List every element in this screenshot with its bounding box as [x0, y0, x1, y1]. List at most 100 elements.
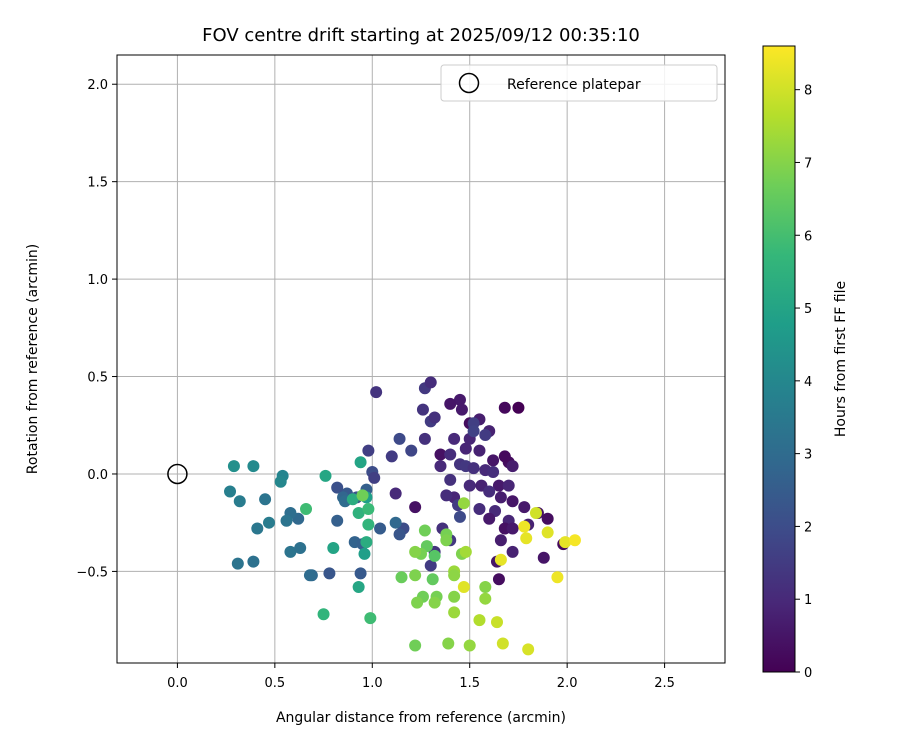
x-axis-title: Angular distance from reference (arcmin) — [276, 710, 566, 726]
scatter-point — [362, 503, 375, 516]
scatter-point — [331, 514, 344, 527]
reference-marker — [167, 463, 188, 485]
scatter-point — [448, 590, 461, 603]
x-tick-label: 0.0 — [167, 676, 188, 691]
plot-area — [117, 55, 725, 663]
colorbar-tick-label: 5 — [804, 302, 812, 317]
scatter-point — [409, 639, 422, 652]
scatter-point — [506, 495, 519, 508]
scatter-point — [498, 401, 511, 414]
scatter-point — [227, 460, 240, 473]
scatter-point — [473, 614, 486, 627]
scatter-point — [440, 534, 453, 547]
scatter-point — [247, 460, 260, 473]
scatter-point — [418, 432, 431, 445]
scatter-point — [352, 581, 365, 593]
scatter-point — [494, 534, 507, 547]
scatter-point — [506, 460, 519, 473]
scatter-point — [444, 473, 457, 486]
scatter-point — [494, 553, 507, 566]
scatter-point — [409, 569, 422, 582]
scatter-point — [479, 429, 492, 441]
scatter-point — [428, 549, 441, 562]
scatter-point — [263, 516, 275, 529]
scatter-point — [416, 403, 429, 416]
scatter-point — [473, 503, 486, 516]
scatter-point — [280, 514, 293, 527]
colorbar-tick-label: 0 — [804, 666, 812, 681]
scatter-point — [453, 510, 466, 523]
scatter-point — [362, 444, 375, 457]
colorbar-label: Hours from first FF file — [833, 281, 849, 437]
scatter-point — [483, 485, 496, 498]
scatter-point — [354, 456, 367, 469]
grid-lines — [117, 55, 725, 663]
scatter-point — [473, 444, 486, 457]
scatter-point — [411, 596, 424, 609]
scatter-point — [457, 581, 470, 593]
scatter-point — [284, 545, 297, 558]
scatter-point — [374, 522, 387, 535]
scatter-point — [492, 479, 505, 492]
colorbar-tick-label: 8 — [804, 84, 812, 99]
scatter-point — [294, 542, 307, 555]
colorbar-tick-label: 6 — [804, 229, 812, 244]
scatter-point — [568, 534, 581, 547]
scatter-point — [428, 596, 441, 609]
scatter-point — [518, 501, 531, 514]
scatter-point — [491, 616, 503, 629]
scatter-point — [463, 639, 476, 652]
scatter-point — [453, 393, 466, 406]
scatter-point — [428, 411, 441, 424]
x-tick-label: 1.0 — [362, 676, 383, 691]
scatter-point — [346, 493, 359, 506]
scatter-point — [327, 542, 340, 555]
y-tick-label: 0.5 — [87, 371, 108, 386]
chart-title: FOV centre drift starting at 2025/09/12 … — [202, 25, 640, 46]
scatter-point — [358, 547, 371, 560]
y-tick-label: 1.0 — [87, 273, 108, 288]
scatter-point — [434, 460, 447, 473]
scatter-point — [405, 444, 418, 457]
scatter-point — [487, 466, 500, 479]
scatter-point — [274, 475, 287, 488]
scatter-point — [479, 581, 492, 593]
scatter-point — [518, 520, 531, 533]
scatter-point — [395, 571, 408, 584]
scatter-point — [331, 481, 344, 494]
scatter-point — [457, 497, 470, 510]
scatter-point — [440, 489, 453, 502]
scatter-point — [389, 487, 402, 500]
scatter-point — [467, 462, 480, 475]
scatter-point — [352, 506, 365, 519]
colorbar-tick-label: 7 — [804, 156, 812, 171]
scatter-point — [251, 522, 264, 535]
scatter-point — [529, 506, 542, 519]
scatter-point — [424, 559, 437, 572]
x-tick-label: 0.5 — [265, 676, 286, 691]
legend-marker — [458, 72, 480, 94]
scatter-point — [551, 571, 564, 584]
scatter-point — [247, 555, 260, 568]
scatter-point — [389, 516, 402, 529]
y-tick-label: −0.5 — [76, 565, 108, 580]
scatter-point — [506, 545, 519, 558]
scatter-point — [368, 471, 381, 484]
plot-frame — [116, 54, 726, 664]
scatter-point — [520, 532, 533, 545]
scatter-point — [362, 518, 375, 531]
scatter-point — [370, 386, 383, 399]
scatter-point — [496, 637, 509, 650]
scatter-point — [356, 489, 369, 502]
scatter-point — [444, 397, 457, 410]
scatter-point — [323, 567, 336, 580]
scatter-point — [424, 376, 437, 389]
scatter-point — [317, 608, 330, 621]
colorbar-tick-label: 1 — [804, 593, 812, 608]
scatter-point — [393, 432, 406, 445]
legend-label: Reference platepar — [507, 77, 641, 93]
scatter-point — [512, 401, 525, 414]
x-tick-label: 1.5 — [459, 676, 480, 691]
scatter-points — [224, 376, 581, 656]
scatter-point — [448, 606, 461, 619]
